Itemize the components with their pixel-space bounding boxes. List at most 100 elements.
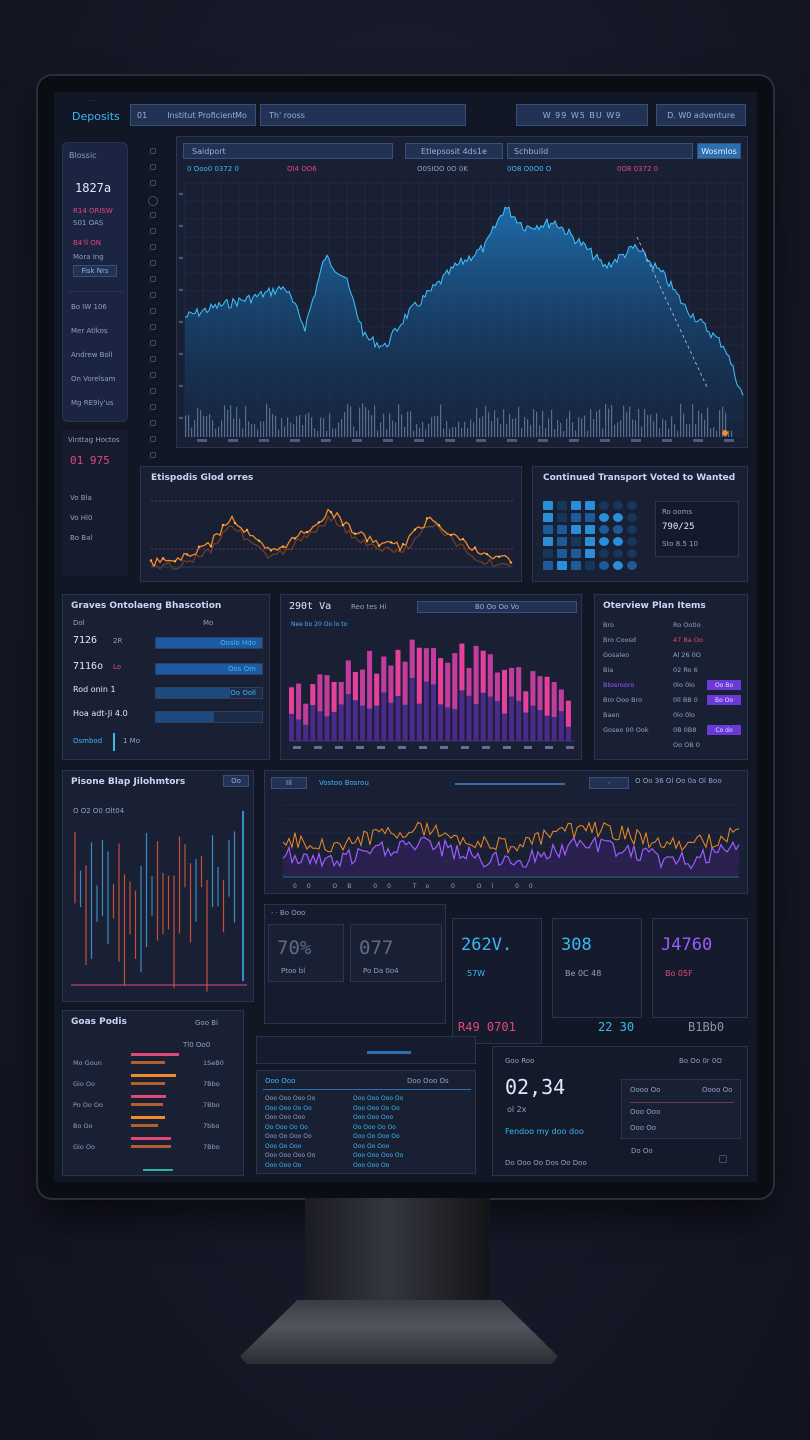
volume-bar [548, 418, 550, 437]
nav-icon-16[interactable] [150, 404, 156, 410]
volume-bar [341, 418, 343, 437]
main-filter-2[interactable]: Etlepsosit 4ds1e [405, 143, 503, 159]
bottom-left-row-bar [131, 1145, 171, 1148]
nav-icon-15[interactable] [150, 388, 156, 394]
gauge-row-1-button: Oos Om [228, 665, 256, 673]
volume-bar [419, 427, 421, 437]
sidebar-item-3[interactable]: On Vorelsam [71, 375, 116, 383]
main-filter-button[interactable]: Wosmlos [697, 143, 741, 159]
kpi-tile-1[interactable]: 077 Po Da 0o4 [350, 924, 442, 982]
overview-row-label: Bro Coosd [603, 636, 637, 644]
nav-icon-6[interactable] [150, 244, 156, 250]
overview-row-badge[interactable]: Oo Bo [707, 680, 741, 690]
volume-bar [725, 412, 727, 437]
bar-top [537, 676, 543, 711]
volume-bar [461, 427, 463, 437]
profile-button[interactable]: D. W0 adventure [656, 104, 746, 126]
nav-icon-17[interactable] [150, 420, 156, 426]
orange-dot [425, 517, 429, 520]
tab-main[interactable]: 01 Institut Proficient [130, 104, 256, 126]
volume-bar [197, 407, 199, 437]
grid-icon[interactable] [719, 1155, 727, 1163]
candle-badge[interactable]: Oo [223, 775, 249, 787]
nav-icon-4[interactable] [150, 212, 156, 218]
kpi-tile-0[interactable]: 70% Ptoo bl [268, 924, 344, 982]
sidebar-lower-item-2[interactable]: Bo Bal [70, 534, 93, 542]
volume-bar [623, 405, 625, 437]
nav-icon-8[interactable] [150, 276, 156, 282]
search-input[interactable]: Th' rooss [260, 104, 466, 126]
kpi-tile-2[interactable]: 262V. 57W [452, 918, 542, 1044]
kpi-tile-3[interactable]: 308 Be 0C 48 [552, 918, 642, 1018]
nav-icon-18[interactable] [150, 436, 156, 442]
orange-dot [437, 524, 441, 527]
sidebar-card-button[interactable]: Fisk Nrs [73, 265, 117, 277]
purple-header-left[interactable]: Iil [271, 777, 307, 789]
kpi-group-dim-label: · · Bo Ooo [271, 909, 306, 917]
bar-top [516, 667, 522, 701]
bottom-left-row-value: 7Bbo [203, 1143, 220, 1151]
nav-icon-14[interactable] [150, 372, 156, 378]
nav-icon-1[interactable] [150, 164, 156, 170]
main-filter-1[interactable]: Saidport [183, 143, 393, 159]
volume-bar [491, 420, 493, 437]
volume-bar [704, 419, 706, 437]
bar-top [445, 662, 451, 708]
nav-icon-12[interactable] [150, 340, 156, 346]
sidebar-item-0[interactable]: Bo IW 106 [71, 303, 107, 311]
main-filter-3[interactable]: Schbuild [507, 143, 693, 159]
x-tick [631, 439, 641, 442]
kpi-tile-4[interactable]: J4760 Bo 05F [652, 918, 748, 1018]
volume-bar [662, 418, 664, 437]
bar-header-right[interactable]: B0 Oo Oo Vo [417, 601, 577, 613]
volume-bar [497, 417, 499, 437]
x-tick [197, 439, 207, 442]
volume-bar [317, 430, 319, 437]
bar-top [423, 648, 429, 682]
top-icons-toolbar[interactable]: W 99 W5 BU W9 [516, 104, 648, 126]
volume-bar [269, 408, 271, 437]
nav-icon-10[interactable] [150, 308, 156, 314]
purple-header-btn[interactable]: · [589, 777, 629, 789]
tab-small-2[interactable]: Mo [235, 110, 247, 120]
volume-bar [515, 418, 517, 437]
nav-icon-0[interactable] [150, 148, 156, 154]
volume-bar [641, 426, 643, 437]
nav-icon-3[interactable] [148, 196, 158, 206]
x-tick [600, 439, 610, 442]
gauge-row-0-label: 7126 [73, 635, 98, 646]
sidebar-lower-item-1[interactable]: Vo Hl0 [70, 514, 93, 522]
nav-icon-11[interactable] [150, 324, 156, 330]
bottom-right-link[interactable]: Fendoo my doo doo [505, 1127, 584, 1136]
volume-bar [425, 429, 427, 437]
bottom-left-head: Tl0 Oo0 [183, 1041, 211, 1049]
orange-dot [509, 561, 513, 564]
volume-bar [653, 421, 655, 437]
sidebar-item-1[interactable]: Mer Atlkos [71, 327, 108, 335]
nav-icon-5[interactable] [150, 228, 156, 234]
nav-icon-9[interactable] [150, 292, 156, 298]
overview-row-badge[interactable]: Bo Oo [707, 695, 741, 705]
candles [74, 831, 236, 992]
overview-row-badge[interactable]: Co do [707, 725, 741, 735]
sidebar-lower-item-0[interactable]: Vo Bla [70, 494, 92, 502]
gauge-row-2-track[interactable]: Oo Ooll [155, 687, 263, 699]
volume-bar [611, 404, 613, 437]
kpi-row-right: B1Bb0 [688, 1020, 725, 1034]
purple-line [282, 836, 740, 870]
bar-x-label [356, 746, 364, 749]
nav-icon-7[interactable] [150, 260, 156, 266]
gauge-row-0-track[interactable]: Ooslo Hdo [155, 637, 263, 649]
heatmap-cell [571, 513, 581, 522]
gauge-row-3-track[interactable] [155, 711, 263, 723]
kpi-2-sub: 57W [467, 969, 486, 978]
heatmap-cell [613, 561, 623, 570]
nav-icon-2[interactable] [150, 180, 156, 186]
nav-icon-19[interactable] [150, 452, 156, 458]
heatmap-cell [571, 501, 581, 510]
gauge-row-1-track[interactable]: Oos Om [155, 663, 263, 675]
trend-end-marker [722, 430, 728, 436]
nav-icon-13[interactable] [150, 356, 156, 362]
sidebar-item-4[interactable]: Mg RE9ly'us [71, 399, 114, 407]
sidebar-item-2[interactable]: Andrew Boll [71, 351, 113, 359]
